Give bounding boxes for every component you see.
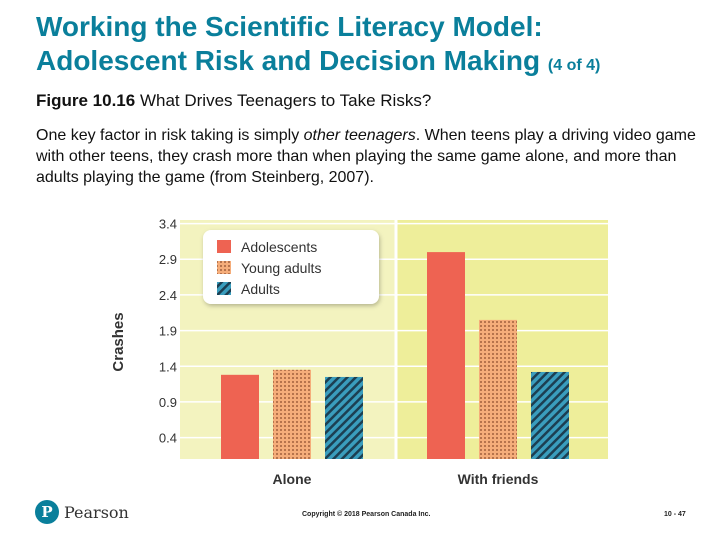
legend-swatch [217,282,231,295]
legend: Adolescents Young adults Adults [203,230,379,304]
pearson-logo-text: Pearson [64,502,129,522]
y-tick-label: 2.4 [159,288,177,303]
legend-label: Adults [241,281,280,297]
x-category-labels: Alone With friends [273,471,539,487]
y-axis-label: Crashes [110,312,127,371]
bar-adolescents-with-friends [427,252,465,459]
title-line-2-main: Adolescent Risk and Decision Making [36,45,541,76]
x-category-label: With friends [458,471,539,487]
figure-label: Figure 10.16 [36,91,136,110]
slide-title: Working the Scientific Literacy Model: A… [36,10,706,83]
crashes-bar-chart: 0.40.91.41.92.42.93.4 Alone With friends … [110,217,608,487]
body-text-pre: One key factor in risk taking is simply [36,127,304,144]
bar-young-adults-alone [273,369,311,459]
y-tick-label: 3.4 [159,217,177,232]
bar-young-adults-with-friends [479,319,517,459]
bar-adults-with-friends [531,371,569,459]
body-text-emphasis: other teenagers [303,127,416,144]
figure-caption: Figure 10.16 What Drives Teenagers to Ta… [36,91,431,111]
body-text-post: . When teens play a driving video game w… [36,127,696,186]
page-number: 10 - 47 [664,511,686,518]
copyright: Copyright © 2018 Pearson Canada Inc. [302,511,431,518]
title-line-2: Adolescent Risk and Decision Making (4 o… [36,44,706,83]
title-line-1: Working the Scientific Literacy Model: [36,11,543,42]
title-suffix: (4 of 4) [547,57,601,74]
pearson-logo: P Pearson [35,500,129,524]
y-tick-label: 0.9 [159,395,177,410]
x-category-label: Alone [273,471,312,487]
legend-label: Young adults [241,260,321,276]
body-text: One key factor in risk taking is simply … [36,125,696,188]
legend-label: Adolescents [241,239,317,255]
y-tick-label: 2.9 [159,252,177,267]
y-tick-label: 1.4 [159,359,177,374]
legend-swatch [217,261,231,274]
y-tick-labels: 0.4 0.9 1.4 1.9 2.4 2.9 3.4 [159,217,177,446]
figure-caption-text: What Drives Teenagers to Take Risks? [139,91,432,110]
legend-box [203,230,379,304]
legend-swatch [217,240,231,253]
pearson-logo-icon: P [35,500,59,524]
bar-adults-alone [325,376,363,459]
y-tick-label: 1.9 [159,324,177,339]
y-tick-label: 0.4 [159,431,177,446]
bar-adolescents-alone [221,374,259,459]
bars [221,252,569,459]
